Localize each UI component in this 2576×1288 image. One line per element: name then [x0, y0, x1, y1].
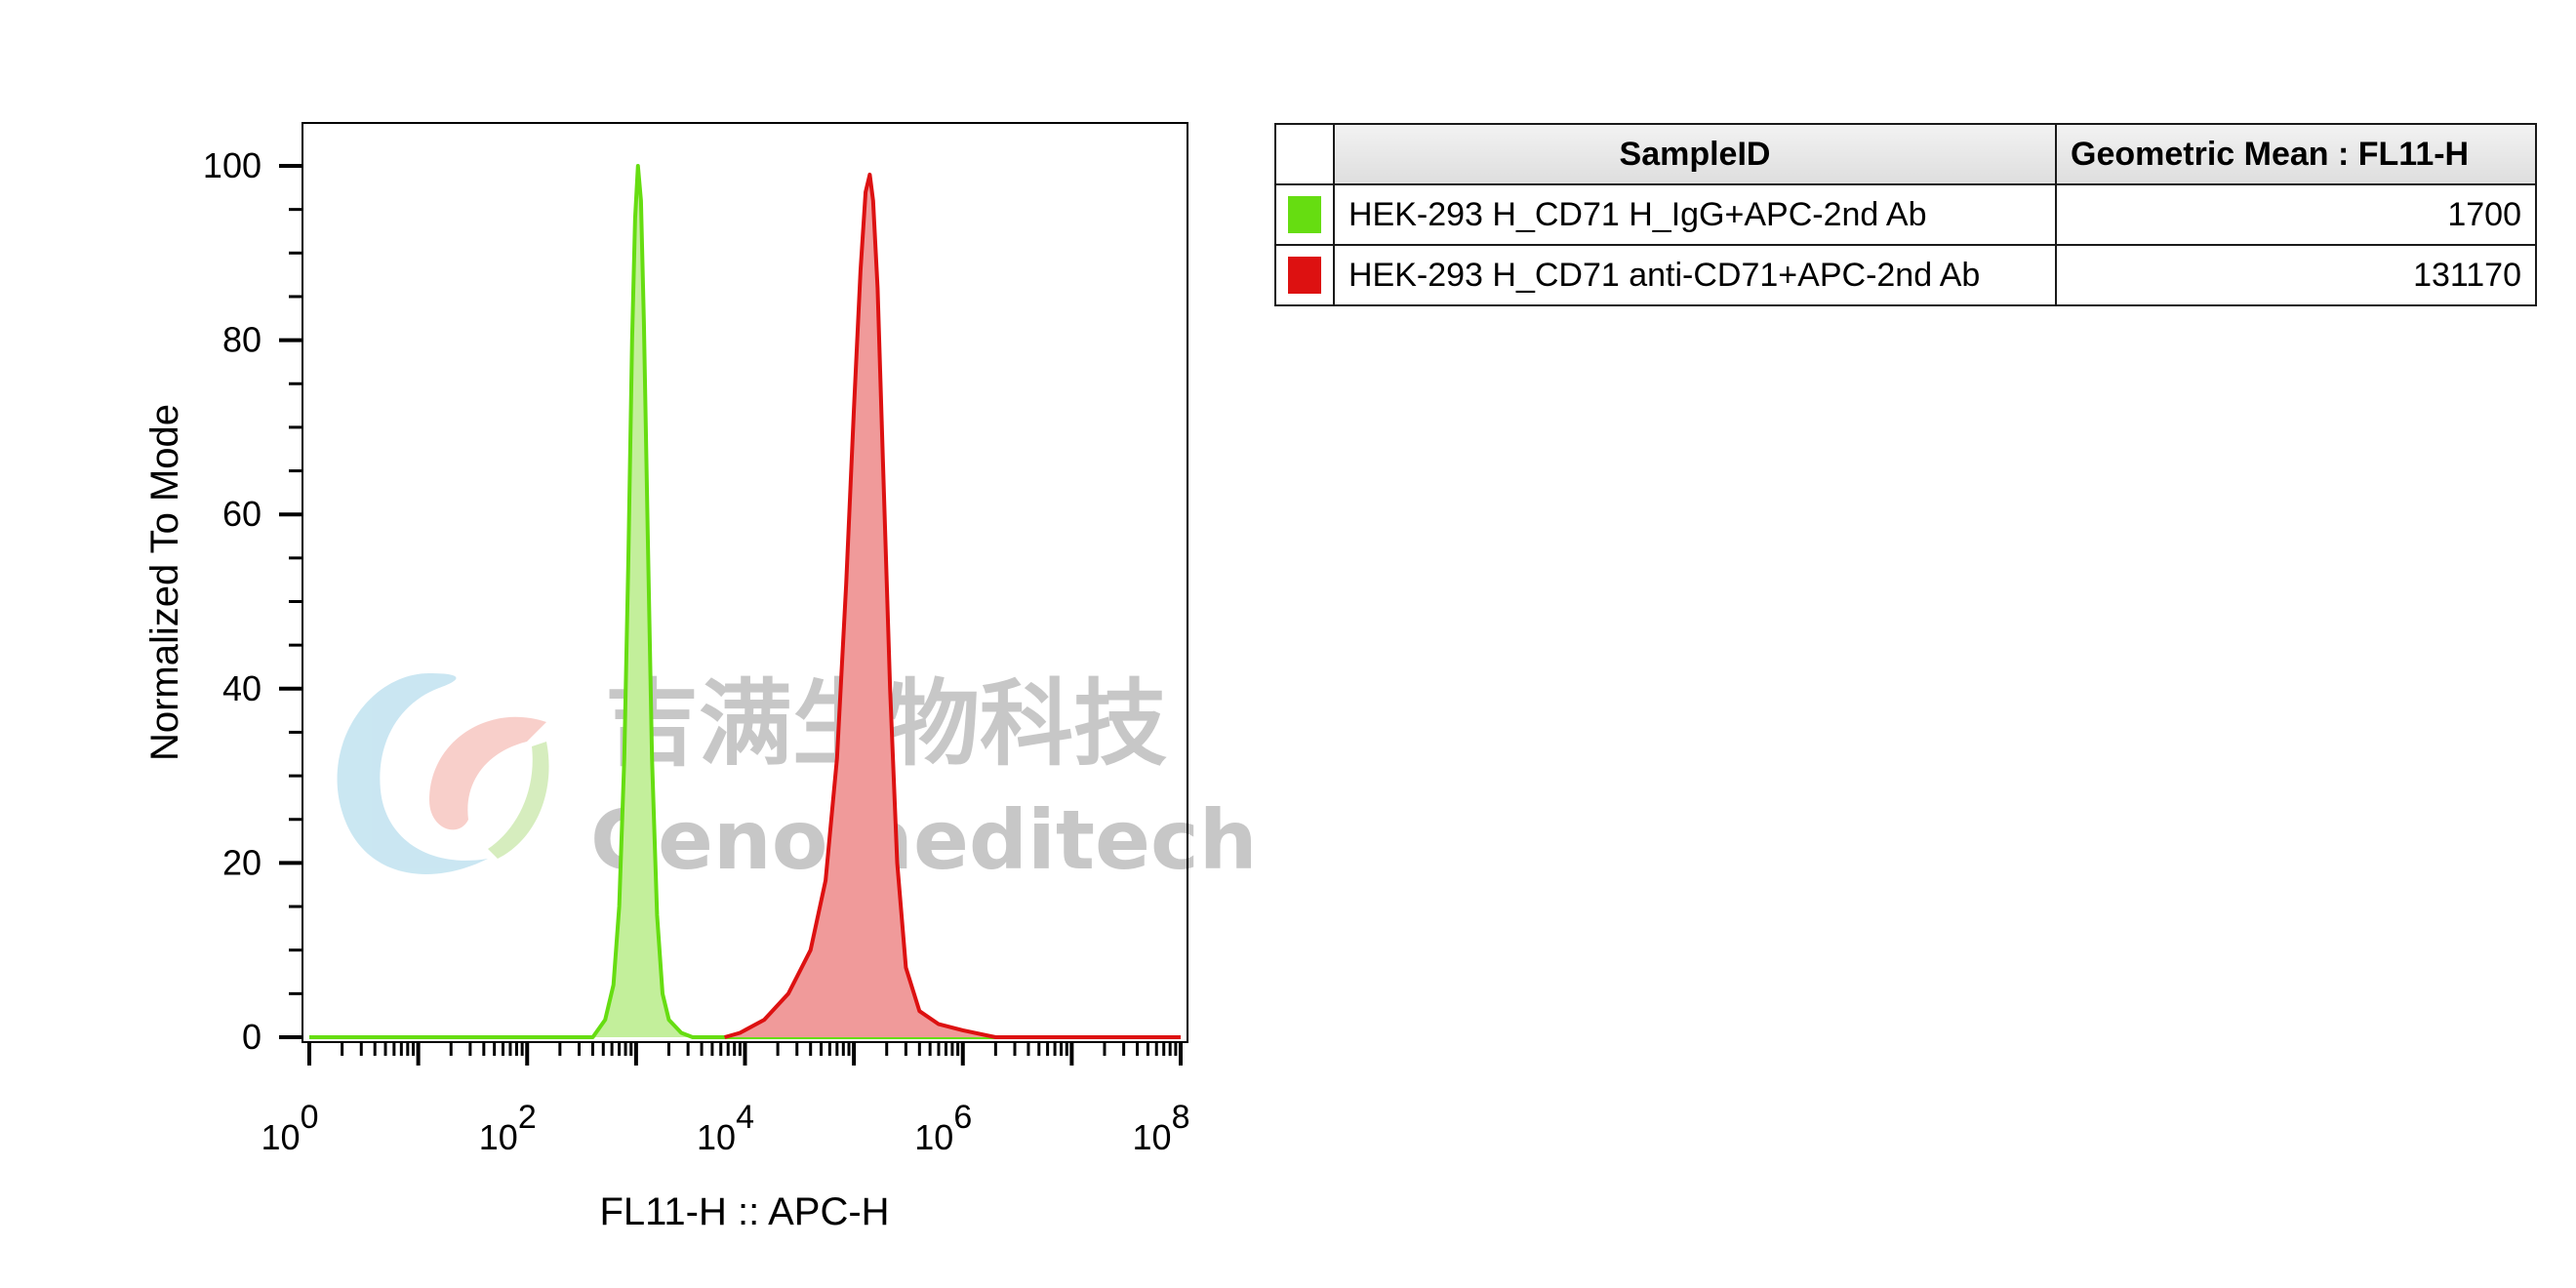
geometric-mean-cell: 131170 [2055, 244, 2537, 306]
sample-id-cell: HEK-293 H_CD71 anti-CD71+APC-2nd Ab [1333, 244, 2057, 306]
watermark-en: Genomeditech [590, 792, 1258, 888]
series-layer [309, 164, 1181, 1039]
series-line-0 [309, 164, 1181, 1039]
table-row: HEK-293 H_CD71 H_IgG+APC-2nd Ab 1700 [1274, 183, 2537, 246]
header-geometric-mean: Geometric Mean : FL11-H [2055, 123, 2537, 185]
y-tick-label: 100 [203, 145, 262, 185]
x-tick-label: 104 [697, 1099, 754, 1157]
series-fill-1 [724, 174, 996, 1037]
geometric-mean-cell: 1700 [2055, 183, 2537, 246]
color-swatch [1288, 196, 1321, 233]
swatch-header [1274, 123, 1335, 185]
x-tick-label: 106 [914, 1099, 972, 1157]
x-tick-label: 100 [262, 1099, 319, 1157]
x-axis-label: FL11-H :: APC-H [599, 1190, 889, 1233]
x-axis: 100 102 104 106 108 [262, 1042, 1190, 1157]
color-swatch [1288, 257, 1321, 294]
y-axis: 0 20 40 60 80 100 [203, 145, 302, 1057]
y-tick-label: 20 [222, 842, 262, 882]
watermark-logo: 吉满生物科技 Genomeditech [337, 669, 1258, 888]
y-tick-label: 0 [242, 1017, 262, 1057]
plot-frame [302, 122, 1188, 1043]
y-axis-label: Normalized To Mode [143, 404, 186, 761]
sample-id-cell: HEK-293 H_CD71 H_IgG+APC-2nd Ab [1333, 183, 2057, 246]
y-tick-label: 80 [222, 320, 262, 360]
table-row: HEK-293 H_CD71 anti-CD71+APC-2nd Ab 1311… [1274, 244, 2537, 306]
y-tick-label: 40 [222, 668, 262, 708]
series-fill-0 [592, 166, 693, 1037]
x-tick-label: 102 [479, 1099, 537, 1157]
statistics-table: SampleID Geometric Mean : FL11-H HEK-293… [1274, 123, 2537, 306]
table-header-row: SampleID Geometric Mean : FL11-H [1274, 123, 2537, 185]
x-tick-label: 108 [1133, 1099, 1190, 1157]
y-tick-label: 60 [222, 494, 262, 534]
series-line-1 [724, 172, 1181, 1039]
header-sample-id: SampleID [1333, 123, 2057, 185]
